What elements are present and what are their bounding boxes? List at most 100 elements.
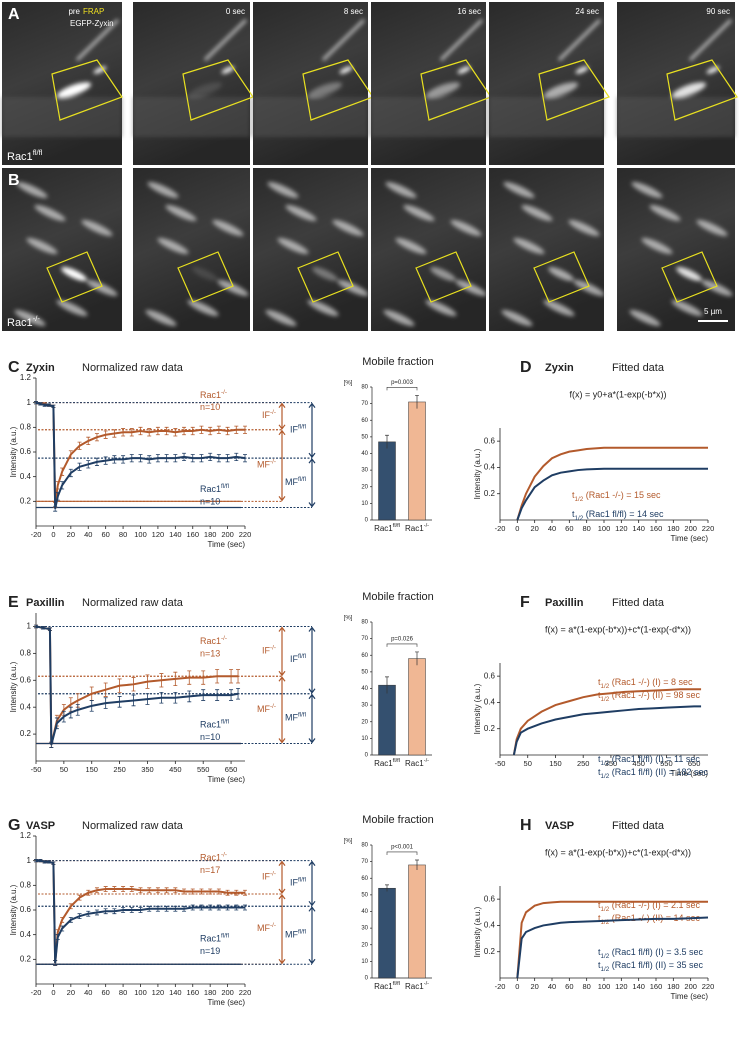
adhesion: [395, 237, 427, 255]
x-tick-label: 180: [667, 524, 680, 533]
y-tick-label: 0.4: [484, 463, 496, 472]
fraction-arrow: [278, 893, 286, 965]
bleach-region: [533, 251, 590, 303]
x-tick-label: 120: [152, 988, 165, 997]
y-tick-label: 40: [361, 909, 368, 915]
y-tick-label: 0: [365, 518, 369, 524]
text-part: IF: [290, 425, 299, 435]
x-tick-label: 100: [134, 530, 147, 539]
adhesion: [81, 219, 113, 237]
micrograph: [617, 2, 735, 165]
text-part: Rac1: [374, 759, 393, 768]
text-part: fl/fl: [298, 653, 306, 660]
y-tick-label: 0.2: [484, 724, 496, 733]
bleach-region: [46, 251, 103, 303]
adhesion: [543, 82, 579, 98]
y-axis-label: [%]: [344, 616, 353, 622]
y-tick-label: 20: [361, 719, 368, 725]
half-time-label: t1/2 (Rac1 fl/fl) (I) = 3.5 sec: [598, 947, 704, 960]
x-axis-label: Time (sec): [671, 992, 709, 1001]
adhesion: [568, 219, 600, 237]
adhesion: [157, 237, 189, 255]
text-part: Rac1: [7, 317, 33, 329]
text-part: IF: [290, 654, 299, 664]
adhesion: [337, 279, 369, 297]
y-axis-label: Intensity (a.u.): [9, 884, 18, 935]
adhesion: [56, 82, 92, 98]
x-tick-label: 200: [221, 988, 234, 997]
y-tick-label: 50: [361, 669, 368, 675]
micrograph: [371, 2, 486, 165]
adhesion: [631, 181, 663, 199]
text-part: Rac1: [200, 853, 221, 863]
text-part: fl/fl: [393, 523, 400, 529]
micrograph: [489, 2, 604, 165]
adhesion: [165, 204, 197, 222]
y-tick-label: 1.2: [20, 831, 32, 840]
text-part: -/-: [221, 389, 227, 396]
fraction-arrow: [278, 626, 286, 677]
x-tick-label: 350: [141, 765, 154, 774]
micrograph: [371, 168, 486, 331]
y-tick-label: 40: [361, 451, 368, 457]
protein-label: EGFP-Zyxin: [70, 19, 114, 28]
x-tick-label: 20: [530, 982, 538, 991]
series-n: n=17: [200, 865, 220, 875]
y-tick-label: 0.6: [484, 436, 496, 445]
y-tick-label: 30: [361, 926, 368, 932]
text-part: (Rac1 fl/fl) (II) = 35 sec: [609, 960, 703, 970]
error-bar: [415, 651, 419, 666]
x-tick-label: 140: [632, 982, 645, 991]
x-tick-label: 250: [577, 759, 590, 768]
text-part: IF: [290, 878, 299, 888]
fiber: [75, 18, 120, 62]
fraction-arrow: [308, 458, 316, 508]
y-tick-label: 10: [361, 959, 368, 965]
adhesion: [312, 267, 338, 281]
x-tick-label: 150: [85, 765, 98, 774]
significance-bracket: [386, 387, 418, 391]
x-tick-label: 120: [615, 524, 628, 533]
text-part: t: [598, 677, 601, 687]
x-tick-label: 160: [186, 988, 199, 997]
half-time-label: t1/2 (Rac1 -/-) (I) = 2.1 sec: [598, 900, 701, 913]
text-part: (Rac1 -/-) (I) = 2.1 sec: [609, 900, 700, 910]
text-part: (Rac1 fl/fl) (I) = 3.5 sec: [609, 947, 703, 957]
bleach-region: [297, 251, 354, 303]
x-tick-label: 40: [548, 982, 556, 991]
time-label: 0 sec: [226, 7, 245, 16]
text-part: t: [572, 490, 575, 500]
micrograph: [133, 168, 250, 331]
text-part: Rac1: [200, 720, 221, 730]
x-tick-label: -20: [31, 988, 42, 997]
time-label: 16 sec: [457, 7, 481, 16]
x-tick-label: 100: [598, 982, 611, 991]
text-part: (Rac1 fl/fl) (II) = 182 sec: [609, 767, 708, 777]
fraction-label: MFfl/fl: [285, 712, 306, 723]
y-tick-label: 0.6: [20, 905, 32, 914]
text-part: MF: [257, 704, 270, 714]
adhesion: [339, 66, 353, 74]
y-tick-label: 60: [361, 653, 368, 659]
half-time-label: t1/2 (Rac1 fl/fl) (I) = 11 sec: [598, 754, 700, 767]
series-line: [512, 688, 702, 756]
adhesion: [267, 181, 299, 199]
series-n: n=10: [200, 497, 220, 507]
y-tick-label: 0.2: [484, 947, 496, 956]
text-part: MF: [257, 923, 270, 933]
text-part: t: [598, 960, 601, 970]
text-part: 1/2: [601, 966, 610, 973]
fiber: [557, 18, 602, 62]
x-axis-label: Time (sec): [208, 998, 246, 1007]
x-tick-label: 250: [113, 765, 126, 774]
y-tick-label: 0.4: [484, 921, 496, 930]
bar: [378, 887, 396, 979]
panel-letter: E: [8, 594, 19, 611]
x-tick-label: 60: [565, 524, 573, 533]
x-tick-label: 180: [204, 530, 217, 539]
y-tick-label: 50: [361, 434, 368, 440]
y-axis-label: [%]: [344, 381, 353, 387]
text-part: fl/fl: [33, 148, 43, 157]
fraction-arrow: [278, 402, 286, 430]
